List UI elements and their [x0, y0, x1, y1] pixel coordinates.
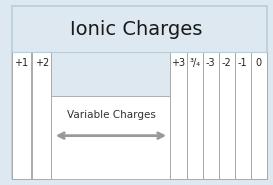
- Text: -2: -2: [222, 58, 232, 68]
- Bar: [219, 52, 235, 179]
- Bar: [170, 52, 186, 179]
- Bar: [32, 52, 52, 179]
- Text: +1: +1: [14, 58, 28, 68]
- Bar: [235, 52, 251, 179]
- Text: ³/₄: ³/₄: [189, 58, 200, 68]
- Bar: [203, 52, 219, 179]
- Text: 0: 0: [256, 58, 262, 68]
- Text: -3: -3: [206, 58, 215, 68]
- Text: Ionic Charges: Ionic Charges: [70, 20, 203, 39]
- Bar: [251, 52, 267, 179]
- Bar: [11, 52, 31, 179]
- Text: Variable Charges: Variable Charges: [67, 110, 155, 120]
- Text: -1: -1: [238, 58, 248, 68]
- Text: +2: +2: [35, 58, 49, 68]
- Bar: [52, 96, 170, 179]
- Bar: [186, 52, 203, 179]
- Bar: [52, 52, 170, 96]
- Text: +3: +3: [171, 58, 186, 68]
